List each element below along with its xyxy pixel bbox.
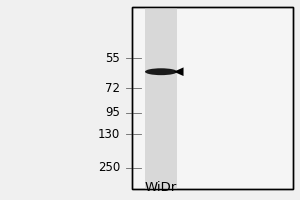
Text: WiDr: WiDr [145, 181, 177, 194]
Ellipse shape [145, 68, 177, 75]
Bar [145, 7, 177, 189]
Text: 95: 95 [105, 106, 120, 119]
Text: 250: 250 [98, 161, 120, 174]
Text: 72: 72 [105, 82, 120, 95]
Bar [132, 7, 293, 189]
Bar [132, 7, 293, 189]
Polygon shape [174, 67, 184, 76]
Text: 130: 130 [98, 128, 120, 141]
Text: 55: 55 [106, 52, 120, 65]
